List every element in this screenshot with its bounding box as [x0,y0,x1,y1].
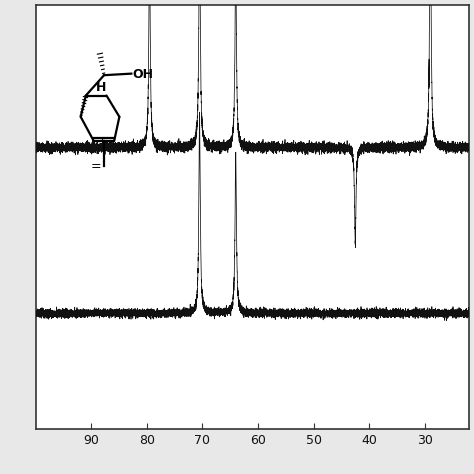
Text: OH: OH [132,67,153,81]
Text: H: H [96,81,106,94]
Text: =: = [91,161,101,173]
